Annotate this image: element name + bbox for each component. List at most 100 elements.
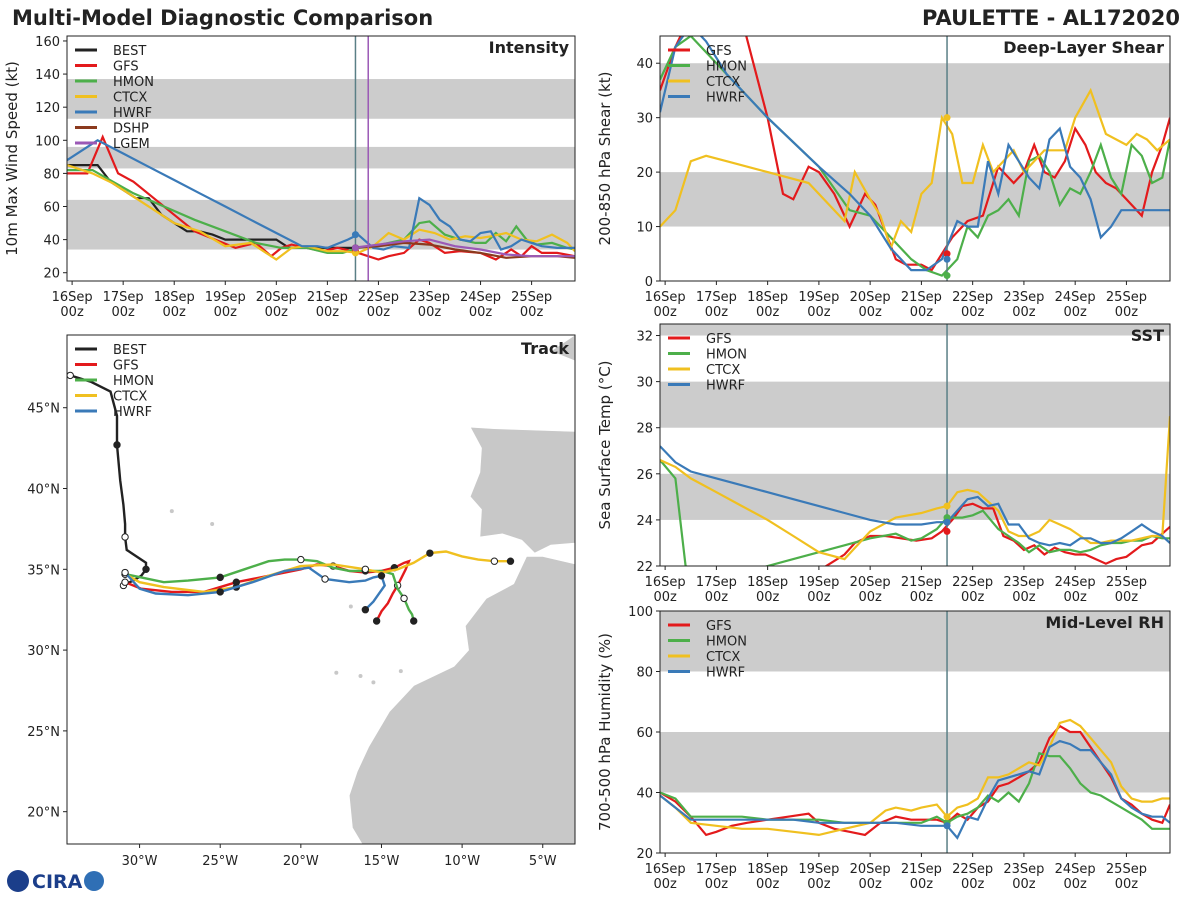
island <box>334 670 339 675</box>
x-tick-label: 22Sep <box>952 290 993 305</box>
plot-area <box>660 611 1170 853</box>
x-tick-label: 00z <box>858 305 882 320</box>
panel-intensity: 2040608010012014016016Sep00z17Sep00z18Se… <box>3 35 576 320</box>
legend-label-hmon: HMON <box>706 60 747 75</box>
x-tick-label: 17Sep <box>696 862 737 877</box>
x-tick-label: 00z <box>705 305 729 320</box>
legend-label-ctcx: CTCX <box>113 91 147 106</box>
panel-rh: 2040608010016Sep00z17Sep00z18Sep00z19Sep… <box>596 605 1171 892</box>
panel-track: 30°W 25°W 20°W 15°W 10°W 5°W 20°N 25°N 30°N 35°N 4… <box>27 334 576 869</box>
x-tick-label: 00z <box>1115 590 1139 605</box>
legend-label-ctcx: CTCX <box>706 650 740 665</box>
legend-label-dshp: DSHP <box>113 122 149 137</box>
current-marker-hwrf <box>943 255 951 263</box>
current-marker-gfs <box>943 250 951 258</box>
x-tick-label: 00z <box>214 305 238 320</box>
x-tick-label: 20Sep <box>850 575 891 590</box>
shade-band <box>660 324 1170 336</box>
x-tick-label: 00z <box>961 877 985 892</box>
track-point <box>361 565 370 574</box>
series-line-hwrf <box>660 739 1170 840</box>
series-line-ctcx <box>660 87 1170 252</box>
x-tick-label: 25Sep <box>1106 862 1147 877</box>
y-tick-label: 0 <box>645 275 653 290</box>
y-tick-label: 60 <box>43 201 60 216</box>
panel-shear: 01020304016Sep00z17Sep00z18Sep00z19Sep00… <box>596 35 1171 320</box>
x-tick-label: 16Sep <box>52 290 93 305</box>
current-marker-gfs <box>943 527 951 535</box>
x-tick-label: 00z <box>1063 877 1087 892</box>
x-tick-label: 00z <box>1063 590 1087 605</box>
x-tick-label: 00z <box>756 590 780 605</box>
y-tick-label: 32 <box>636 330 653 345</box>
x-tick-label: 00z <box>910 305 934 320</box>
x-tick-label: 18Sep <box>747 575 788 590</box>
legend-label-hwrf: HWRF <box>113 405 152 420</box>
legend-label-hwrf: HWRF <box>706 91 745 106</box>
current-marker-lgem <box>351 244 359 252</box>
y-tick-label: 28 <box>636 422 653 437</box>
x-tick-label: 00z <box>807 305 831 320</box>
y-axis-label: 200-850 hPa Shear (kt) <box>596 72 614 246</box>
track-point <box>121 568 129 577</box>
x-tick-label: 00z <box>265 305 289 320</box>
x-tick-label: 00z <box>653 877 677 892</box>
island <box>358 673 363 678</box>
current-marker-hmon <box>943 272 951 280</box>
x-tick-label: 00z <box>653 305 677 320</box>
legend-label-gfs: GFS <box>706 332 732 347</box>
x-tick-label: 00z <box>705 590 729 605</box>
shade-band <box>67 146 575 169</box>
track-point <box>321 575 329 583</box>
panel-sst: 22242628303216Sep00z17Sep00z18Sep00z19Se… <box>596 323 1171 605</box>
track-point <box>400 594 408 603</box>
series-line-gfs <box>660 36 1170 272</box>
x-tick-label: 25Sep <box>1106 575 1147 590</box>
plot-frame <box>66 35 576 282</box>
y-tick-label: 45°N <box>27 402 60 417</box>
x-tick-label: 21Sep <box>901 290 942 305</box>
x-tick-label: 24Sep <box>460 290 501 305</box>
y-tick-label: 40 <box>43 234 60 249</box>
x-tick-label: 00z <box>367 305 391 320</box>
legend-label-ctcx: CTCX <box>706 75 740 90</box>
y-tick-label: 100 <box>628 605 653 620</box>
x-tick-label: 00z <box>910 877 934 892</box>
y-tick-label: 35°N <box>27 563 60 578</box>
legend-label-hwrf: HWRF <box>113 106 152 121</box>
y-tick-label: 160 <box>35 35 60 50</box>
x-tick-label: 17Sep <box>696 575 737 590</box>
track-point <box>490 557 499 565</box>
panel-title: Intensity <box>489 38 570 57</box>
y-tick-label: 20 <box>636 847 653 862</box>
current-marker-ctcx <box>943 502 951 510</box>
shade-band <box>660 381 1170 428</box>
x-tick-label: 18Sep <box>154 290 195 305</box>
legend-label-hmon: HMON <box>113 374 154 389</box>
legend-label-hmon: HMON <box>706 348 747 363</box>
series-line-ctcx <box>660 416 1170 561</box>
x-tick-label: 22Sep <box>952 575 993 590</box>
x-tick-label: 22Sep <box>952 862 993 877</box>
x-tick-label: 00z <box>1012 305 1036 320</box>
legend-label-hwrf: HWRF <box>706 666 745 681</box>
x-tick-label: 5°W <box>529 854 557 869</box>
y-tick-label: 100 <box>35 134 60 149</box>
legend-label-best: BEST <box>113 44 146 59</box>
x-tick-label: 00z <box>756 877 780 892</box>
cira-globe-icon <box>7 870 29 892</box>
x-tick-label: 24Sep <box>1055 575 1096 590</box>
legend-label-hmon: HMON <box>113 75 154 90</box>
y-axis-label: 10m Max Wind Speed (kt) <box>3 61 21 256</box>
map-area <box>67 335 575 844</box>
y-tick-label: 20 <box>43 267 60 282</box>
y-tick-label: 20°N <box>27 806 60 821</box>
island <box>348 604 353 609</box>
panel-title: Deep-Layer Shear <box>1003 38 1164 57</box>
x-tick-label: 23Sep <box>1003 575 1044 590</box>
x-tick-label: 17Sep <box>103 290 144 305</box>
track-line-hmon <box>124 558 415 622</box>
track-point <box>121 533 129 541</box>
x-tick-label: 00z <box>653 590 677 605</box>
current-marker-ctcx <box>943 813 951 821</box>
